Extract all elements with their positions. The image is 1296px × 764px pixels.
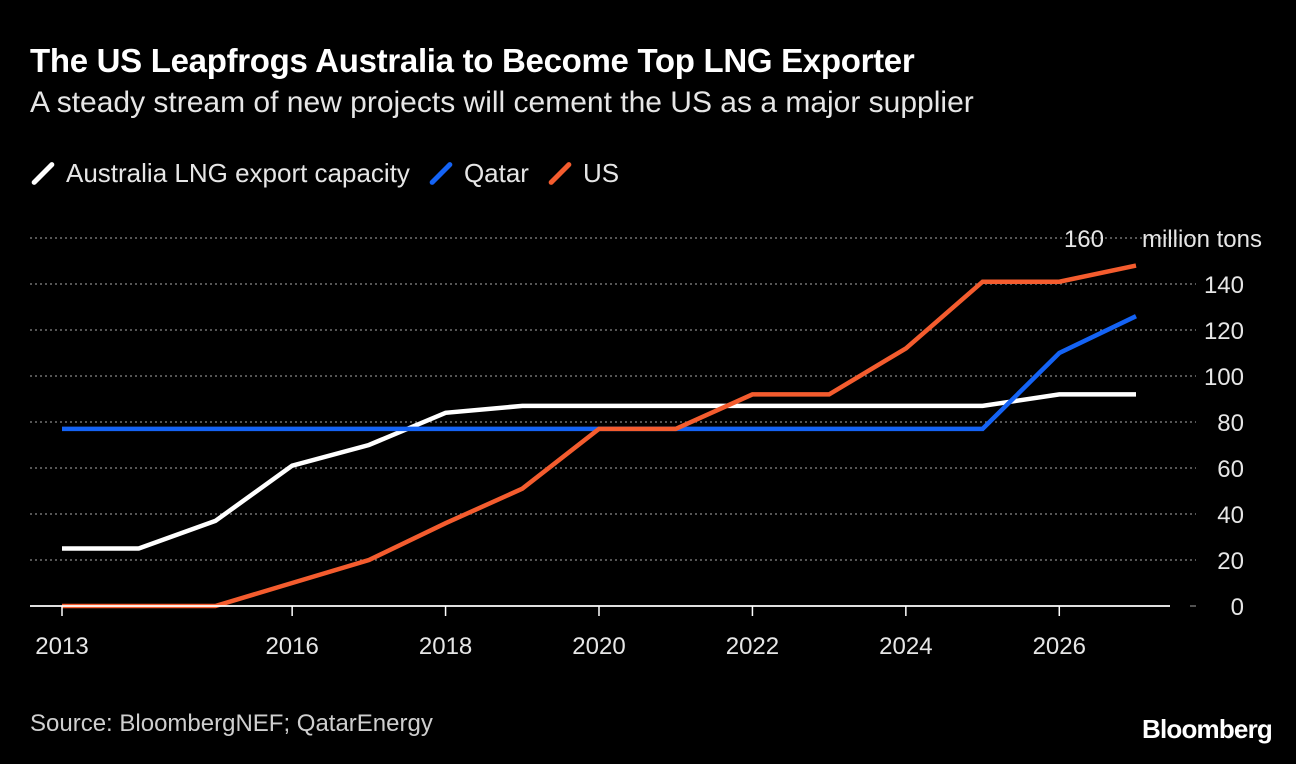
bloomberg-logo: Bloomberg — [1141, 714, 1273, 744]
y-tick-label: 80 — [1217, 410, 1244, 437]
series-line-qatar — [62, 314, 1137, 432]
y-tick-label: 100 — [1204, 364, 1244, 391]
y-tick-label: 40 — [1217, 502, 1244, 529]
legend-item-qatar: Qatar — [428, 158, 529, 189]
y-tick-label: 160 — [1064, 226, 1104, 253]
x-tick-label: 2013 — [35, 633, 88, 660]
x-tick-label: 2016 — [265, 633, 318, 660]
series-layer — [62, 263, 1137, 609]
source-note: Source: BloombergNEF; QatarEnergy — [30, 710, 433, 737]
legend-label-qatar: Qatar — [463, 157, 529, 188]
legend-label-australia: Australia LNG export capacity — [66, 157, 410, 188]
y-tick-label: 140 — [1204, 272, 1244, 299]
legend-item-australia: Australia LNG export capacity — [30, 158, 410, 189]
series-line-australia — [62, 392, 1136, 551]
axis-layer: 0 20 40 60 80 100 120 140 160 million tons 2013 201… — [30, 226, 1262, 660]
chart-subtitle: A steady stream of new projects will cem… — [30, 86, 974, 119]
y-tick-label: 60 — [1217, 456, 1244, 483]
x-tick-label: 2022 — [726, 633, 779, 660]
chart-title: The US Leapfrogs Australia to Become Top… — [30, 42, 915, 79]
grid-layer — [30, 237, 1196, 607]
x-tick-label: 2020 — [572, 633, 625, 660]
y-axis-unit-label: million tons — [1142, 226, 1262, 253]
y-tick-label: 0 — [1231, 594, 1244, 621]
x-tick-label: 2026 — [1033, 633, 1086, 660]
x-tick-label: 2024 — [879, 633, 932, 660]
x-tick-label: 2018 — [419, 633, 472, 660]
y-tick-label: 20 — [1217, 548, 1244, 575]
legend: Australia LNG export capacity Qatar US — [30, 156, 637, 190]
legend-label-us: US — [582, 157, 620, 188]
y-tick-label: 120 — [1204, 318, 1244, 345]
legend-item-us: US — [547, 158, 619, 189]
series-line-us — [62, 263, 1137, 609]
